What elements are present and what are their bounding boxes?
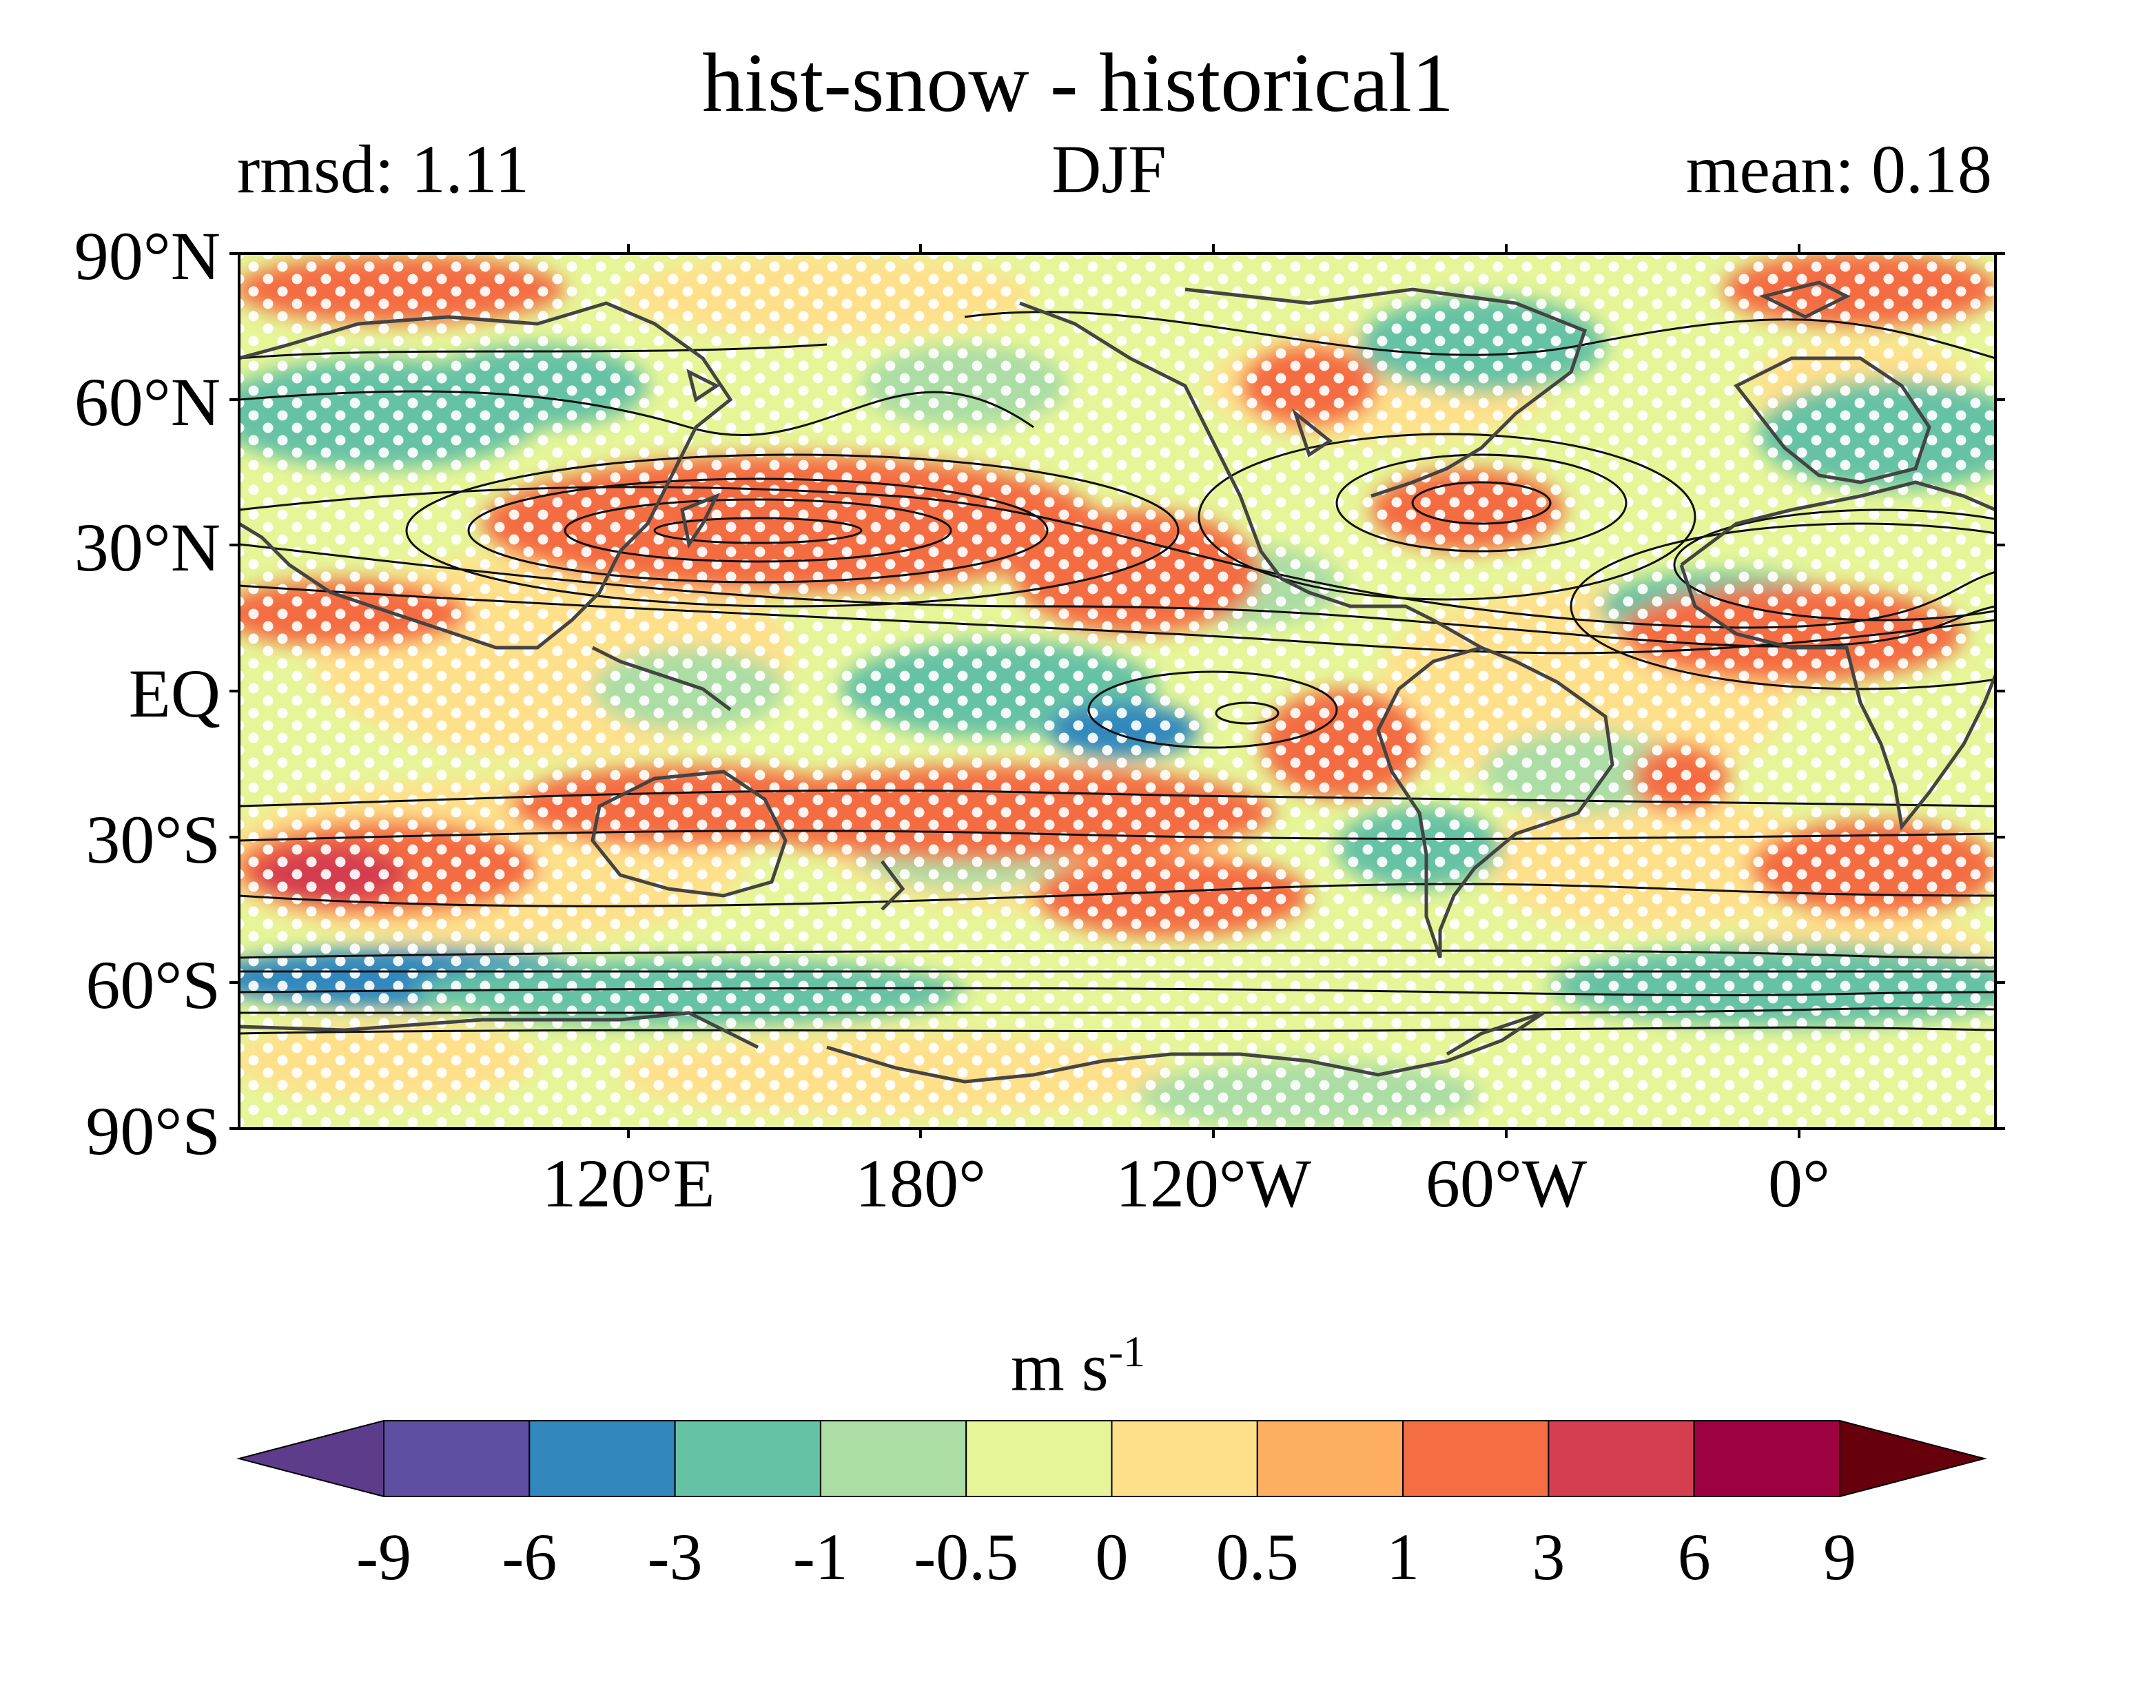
colorbar: [236, 1419, 1987, 1498]
colorbar-swatch: [674, 1420, 821, 1497]
colorbar-swatch: [1256, 1420, 1404, 1497]
colorbar-tick-label: -1: [792, 1520, 848, 1594]
lat-label-30n: 30°N: [74, 509, 220, 586]
lon-label-180: 180°: [855, 1145, 986, 1222]
colorbar-tick-label: -6: [502, 1520, 557, 1594]
lat-label-60s: 60°S: [85, 947, 220, 1023]
colorbar-unit: m s-1: [0, 1330, 2156, 1401]
colorbar-tick-label: 6: [1677, 1520, 1711, 1594]
colorbar-tick-label: 0: [1095, 1520, 1129, 1594]
axis-ticks: [229, 244, 2005, 1138]
lon-label-120w: 120°W: [1115, 1145, 1312, 1222]
colorbar-swatch: [1548, 1420, 1695, 1497]
climatology-contours: [239, 311, 1995, 1035]
colorbar-tick-label: 9: [1823, 1520, 1856, 1594]
lon-label-120e: 120°E: [542, 1145, 715, 1222]
colorbar-extend-max: [1839, 1419, 1987, 1498]
colorbar-swatch: [383, 1420, 531, 1497]
colorbar-tick-label: 0.5: [1215, 1520, 1299, 1594]
colorbar-tick-label: -3: [647, 1520, 703, 1594]
map-title: hist-snow - historical1: [701, 37, 1455, 130]
lat-label-90n: 90°N: [74, 218, 220, 294]
colorbar-extend-min: [236, 1419, 384, 1498]
rmsd-label: rmsd: 1.11: [237, 131, 530, 207]
lat-label-30s: 30°S: [85, 801, 220, 878]
colorbar-swatch: [1402, 1420, 1550, 1497]
map-field: [239, 254, 1995, 1129]
colorbar-swatch: [819, 1420, 967, 1497]
lat-label-90s: 90°S: [85, 1093, 220, 1169]
colorbar-swatch: [1693, 1420, 1840, 1497]
colorbar-tick-label: 3: [1532, 1520, 1565, 1594]
lat-label-60n: 60°N: [74, 364, 220, 440]
colorbar-tick-label: -9: [356, 1520, 411, 1594]
coastlines: [239, 280, 1995, 1084]
colorbar-swatch: [528, 1420, 676, 1497]
season-label: DJF: [1051, 131, 1167, 207]
colorbar-tick-label: 1: [1386, 1520, 1420, 1594]
colorbar-tick-label: -0.5: [914, 1520, 1019, 1594]
colorbar-swatch: [965, 1420, 1113, 1497]
lon-label-0: 0°: [1768, 1145, 1830, 1222]
colorbar-unit-exponent: -1: [1108, 1327, 1145, 1376]
colorbar-swatch: [1111, 1420, 1258, 1497]
mean-label: mean: 0.18: [1685, 131, 1992, 207]
lat-label-eq: EQ: [128, 655, 220, 732]
colorbar-unit-main: m s: [1010, 1328, 1109, 1406]
lon-label-60w: 60°W: [1425, 1145, 1588, 1222]
